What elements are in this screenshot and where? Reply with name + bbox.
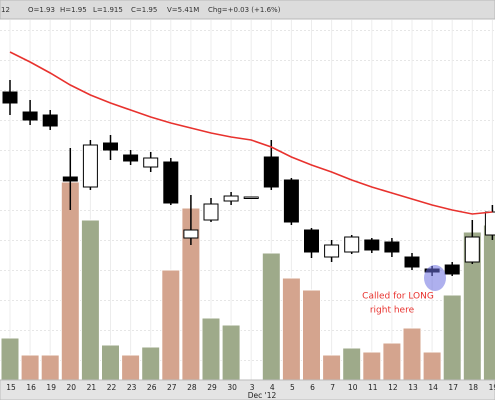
candle-body <box>22 111 38 121</box>
x-tick-label: 19 <box>489 383 495 392</box>
header-low: L=1.915 <box>93 6 123 14</box>
volume-bar <box>442 294 462 381</box>
x-tick-label: 30 <box>227 383 237 392</box>
x-tick-label: 21 <box>87 383 97 392</box>
volume-bar <box>402 327 422 381</box>
annotation: Called for LONG <box>362 292 434 302</box>
x-tick-label: 20 <box>67 383 77 392</box>
volume-bar <box>141 346 161 381</box>
x-tick-label: 16 <box>26 383 36 392</box>
x-tick-label: 7 <box>330 383 335 392</box>
x-tick-label: 14 <box>428 383 438 392</box>
candle-body <box>444 264 460 275</box>
volume-bar <box>322 354 342 381</box>
x-tick-label: 19 <box>46 383 56 392</box>
volume-bar <box>302 289 321 381</box>
volume-bar <box>121 354 141 381</box>
volume-bar <box>281 277 301 381</box>
volume-bar <box>221 324 241 381</box>
candle-body <box>62 176 78 182</box>
candle-body <box>203 203 219 221</box>
volume-bar <box>40 354 60 381</box>
header-date: 12 <box>1 6 10 14</box>
candle-body <box>183 229 199 239</box>
volume-bar <box>20 354 40 381</box>
candle-body <box>42 114 58 127</box>
highlight-circle <box>424 265 446 291</box>
x-tick-label: 23 <box>127 383 137 392</box>
volume-bar <box>342 347 362 381</box>
volume-bar <box>482 224 495 381</box>
candle-body <box>404 256 420 268</box>
x-tick-label: 28 <box>187 383 197 392</box>
candle-body <box>464 236 480 263</box>
x-tick-label: 10 <box>348 383 358 392</box>
volume-bar <box>201 317 221 381</box>
x-tick-label: 22 <box>107 383 117 392</box>
candle-body <box>2 91 18 104</box>
candle-body <box>82 144 98 188</box>
candle-body <box>364 239 380 251</box>
x-tick-label: 11 <box>368 383 378 392</box>
volume-bar <box>362 351 382 381</box>
x-tick-label: 17 <box>448 383 458 392</box>
x-tick-label: 4 <box>270 383 275 392</box>
candle-body <box>143 157 159 168</box>
candle-body <box>484 211 495 236</box>
header-change: Chg=+0.03 (+1.6%) <box>208 6 281 14</box>
x-tick-label: 12 <box>388 383 398 392</box>
x-axis-bar <box>0 379 495 400</box>
volume-bar <box>0 337 20 381</box>
x-sublabel: Dec '12 <box>248 391 277 400</box>
volume-bar <box>382 342 402 381</box>
volume-bar <box>161 269 181 381</box>
volume-bar <box>60 181 80 381</box>
candle-body <box>304 229 319 253</box>
volume-bar <box>101 344 120 381</box>
volume-bar <box>80 219 100 381</box>
header-high: H=1.95 <box>60 6 87 14</box>
candle-body <box>163 161 179 204</box>
header-bar <box>0 0 495 20</box>
moving-average <box>9 51 493 215</box>
x-tick-label: 18 <box>469 383 479 392</box>
x-tick-label: 27 <box>167 383 177 392</box>
volume-bar <box>261 252 281 381</box>
x-tick-label: 29 <box>207 383 217 392</box>
volume-bar <box>422 351 442 381</box>
candle-body <box>344 236 360 253</box>
annotation: right here <box>370 306 415 316</box>
header-open: O=1.93 <box>28 6 55 14</box>
candle-body <box>243 196 259 199</box>
candle-body <box>283 179 299 223</box>
x-tick-label: 26 <box>147 383 157 392</box>
header-close: C=1.95 <box>131 6 157 14</box>
candle-body <box>263 156 279 188</box>
header-volume: V=5.41M <box>167 6 199 14</box>
x-tick-label: 15 <box>6 383 16 392</box>
candle-body <box>223 195 239 202</box>
x-tick-label: 5 <box>290 383 295 392</box>
candle-body <box>384 241 400 253</box>
x-tick-label: 6 <box>310 383 315 392</box>
candle-body <box>123 154 139 162</box>
x-tick-label: 13 <box>408 383 418 392</box>
candle-body <box>103 142 118 151</box>
candle-body <box>324 244 340 258</box>
x-tick-label: 3 <box>250 383 255 392</box>
